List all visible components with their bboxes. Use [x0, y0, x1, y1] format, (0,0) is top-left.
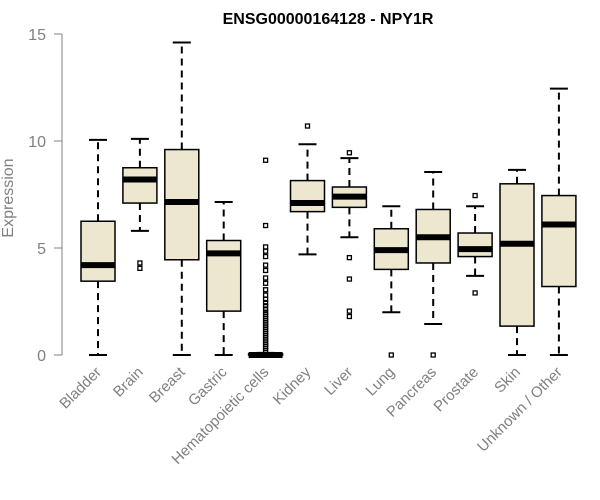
- box-group-lung: [373, 205, 410, 358]
- y-tick-label: 0: [37, 348, 46, 365]
- box-group-unknown-other: [541, 87, 577, 356]
- box-group-pancreas: [415, 171, 451, 358]
- outlier-point: [262, 280, 269, 286]
- box-group-bladder: [80, 138, 116, 356]
- outlier-point: [346, 150, 353, 156]
- outlier-point: [262, 348, 269, 354]
- box-group-prostate: [457, 192, 493, 296]
- outlier-point: [262, 157, 269, 163]
- outlier-point: [262, 253, 269, 260]
- x-tick-label: Skin: [491, 364, 524, 397]
- outlier-point: [262, 222, 269, 229]
- iqr-box: [80, 220, 116, 282]
- x-tick-label: Kidney: [270, 363, 315, 408]
- outlier-point: [430, 352, 436, 358]
- box-group-brain: [122, 137, 158, 271]
- outlier-point: [346, 308, 353, 314]
- y-tick-label: 10: [28, 134, 46, 151]
- chart-title: ENSG00000164128 - NPY1R: [223, 11, 434, 28]
- x-tick-label: Brain: [110, 364, 147, 401]
- outlier-point: [262, 262, 269, 268]
- y-axis-label: Expression: [0, 158, 17, 237]
- outlier-point: [262, 248, 269, 254]
- box-group-kidney: [289, 123, 326, 256]
- outlier-point: [346, 276, 353, 282]
- outlier-point: [304, 123, 311, 129]
- outlier-point: [472, 290, 478, 296]
- box-group-breast: [164, 41, 200, 356]
- x-tick-label: Prostate: [430, 364, 482, 416]
- outlier-point: [262, 299, 269, 306]
- iqr-box: [122, 167, 158, 204]
- y-tick-label: 15: [28, 27, 46, 44]
- outlier-point: [262, 306, 269, 312]
- box-group-skin: [499, 168, 535, 356]
- iqr-box: [457, 232, 493, 258]
- box-group-liver: [331, 150, 368, 320]
- y-axis: 0 5 10 15: [28, 27, 63, 365]
- outlier-point: [262, 275, 269, 281]
- outlier-point: [262, 292, 269, 298]
- outlier-point: [472, 192, 478, 199]
- x-tick-label: Lung: [363, 364, 399, 400]
- x-tick-label: Liver: [321, 364, 356, 399]
- x-tick-label: Bladder: [56, 364, 105, 413]
- outlier-point: [388, 352, 394, 358]
- outlier-point: [346, 254, 353, 261]
- outlier-point: [262, 303, 269, 309]
- iqr-box: [289, 179, 326, 213]
- outlier-point: [262, 244, 269, 250]
- outlier-point: [346, 313, 353, 320]
- x-tick-label: Breast: [146, 363, 189, 406]
- outlier-point: [137, 260, 143, 266]
- iqr-box: [499, 183, 535, 327]
- plot-area: [80, 41, 577, 358]
- iqr-box: [541, 194, 577, 288]
- y-tick-label: 5: [37, 241, 46, 258]
- outlier-point: [137, 265, 143, 271]
- box-group-hematopoietic-cells: [247, 157, 284, 358]
- outlier-point: [262, 296, 269, 303]
- outlier-point: [262, 267, 269, 274]
- box-group-gastric: [205, 200, 242, 356]
- outlier-point: [262, 287, 269, 293]
